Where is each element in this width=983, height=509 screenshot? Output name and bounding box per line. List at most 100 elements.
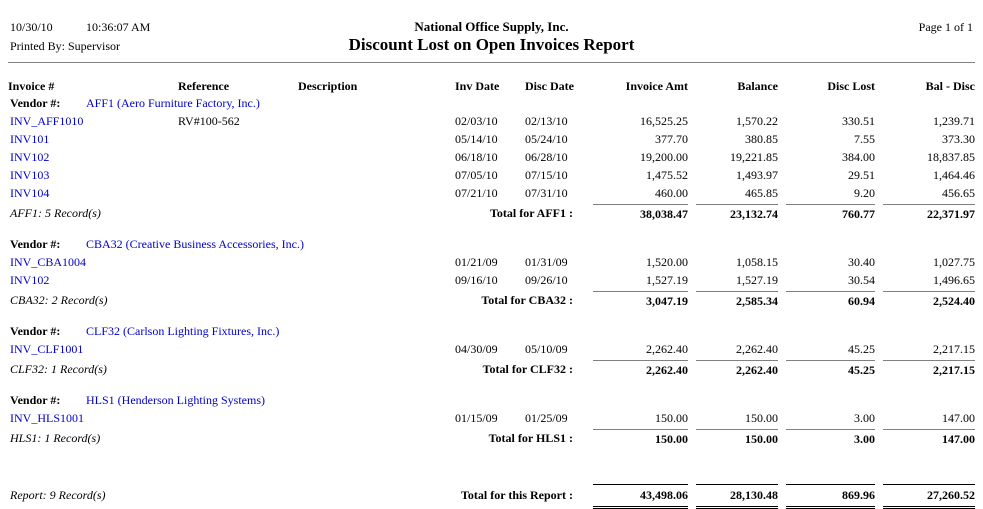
cell-bal-disc: 1,496.65	[933, 273, 975, 287]
cell-disc-date: 05/10/09	[525, 342, 568, 356]
cell-description	[298, 184, 455, 202]
cell-description	[298, 148, 455, 166]
vendor-subtotal-row: CBA32: 2 Record(s) Total for CBA32 : 3,0…	[0, 291, 983, 312]
report-total-bal-disc: 27,260.52	[883, 484, 975, 509]
cell-disc-date: 05/24/10	[525, 132, 568, 146]
vendor-record-count: CBA32: 2 Record(s)	[10, 293, 108, 307]
invoice-row: INV102 06/18/10 06/28/10 19,200.00 19,22…	[0, 148, 983, 166]
vendor-record-count: AFF1: 5 Record(s)	[10, 206, 101, 220]
cell-invoice-amt: 1,520.00	[646, 255, 688, 269]
vendor-record-count: CLF32: 1 Record(s)	[10, 362, 107, 376]
invoice-number-link[interactable]: INV_HLS1001	[10, 411, 84, 425]
cell-reference	[178, 184, 298, 202]
vendor-total-invoice-amt: 38,038.47	[593, 204, 688, 225]
header-rule	[8, 62, 975, 63]
cell-disc-lost: 330.51	[842, 114, 875, 128]
vendor-name-link[interactable]: HLS1 (Henderson Lighting Systems)	[86, 393, 265, 407]
cell-reference	[178, 409, 298, 427]
cell-invoice-amt: 460.00	[655, 186, 688, 200]
cell-balance: 1,493.97	[736, 168, 778, 182]
column-header-invoice: Invoice #	[8, 79, 55, 94]
page-number: Page 1 of 1	[918, 20, 973, 34]
cell-reference	[178, 253, 298, 271]
group-rows: INV_HLS1001 01/15/09 01/25/09 150.00 150…	[0, 409, 983, 427]
cell-description	[298, 130, 455, 148]
invoice-number-link[interactable]: INV102	[10, 273, 50, 287]
cell-bal-disc: 147.00	[942, 411, 975, 425]
cell-inv-date: 09/16/10	[455, 273, 498, 287]
cell-disc-date: 09/26/10	[525, 273, 568, 287]
cell-disc-lost: 9.20	[854, 186, 875, 200]
cell-bal-disc: 456.65	[942, 186, 975, 200]
cell-description	[298, 340, 455, 358]
cell-inv-date: 07/05/10	[455, 168, 498, 182]
vendor-total-balance: 2,262.40	[696, 360, 778, 381]
column-header-invoice-amt: Invoice Amt	[625, 79, 688, 94]
vendor-total-bal-disc: 2,217.15	[883, 360, 975, 381]
group-rows: INV_AFF1010 RV#100-562 02/03/10 02/13/10…	[0, 112, 983, 202]
invoice-number-link[interactable]: INV102	[10, 150, 50, 164]
vendor-total-disc-lost: 760.77	[786, 204, 875, 225]
cell-disc-date: 01/25/09	[525, 411, 568, 425]
vendor-groups: Vendor #: AFF1 (Aero Furniture Factory, I…	[0, 94, 983, 450]
vendor-name-link[interactable]: CLF32 (Carlson Lighting Fixtures, Inc.)	[86, 324, 280, 338]
vendor-group: Vendor #: HLS1 (Henderson Lighting System…	[0, 391, 983, 450]
cell-balance: 2,262.40	[736, 342, 778, 356]
invoice-number-link[interactable]: INV_CLF1001	[10, 342, 84, 356]
invoice-number-link[interactable]: INV101	[10, 132, 50, 146]
cell-bal-disc: 1,027.75	[933, 255, 975, 269]
column-header-row: Invoice # Reference Description Inv Date…	[0, 72, 983, 94]
cell-bal-disc: 2,217.15	[933, 342, 975, 356]
vendor-group: Vendor #: AFF1 (Aero Furniture Factory, I…	[0, 94, 983, 225]
vendor-total-invoice-amt: 3,047.19	[593, 291, 688, 312]
column-header-description: Description	[298, 79, 358, 94]
cell-disc-lost: 30.54	[848, 273, 875, 287]
invoice-row: INV103 07/05/10 07/15/10 1,475.52 1,493.…	[0, 166, 983, 184]
cell-invoice-amt: 19,200.00	[640, 150, 688, 164]
cell-inv-date: 01/15/09	[455, 411, 498, 425]
invoice-number-link[interactable]: INV104	[10, 186, 50, 200]
invoice-number-link[interactable]: INV_CBA1004	[10, 255, 87, 269]
cell-bal-disc: 373.30	[942, 132, 975, 146]
cell-invoice-amt: 1,475.52	[646, 168, 688, 182]
report-title: Discount Lost on Open Invoices Report	[348, 35, 635, 54]
vendor-name-link[interactable]: AFF1 (Aero Furniture Factory, Inc.)	[86, 96, 260, 110]
vendor-number-label: Vendor #:	[10, 393, 61, 407]
cell-description	[298, 253, 455, 271]
invoice-number-link[interactable]: INV103	[10, 168, 50, 182]
invoice-row: INV_HLS1001 01/15/09 01/25/09 150.00 150…	[0, 409, 983, 427]
cell-inv-date: 01/21/09	[455, 255, 498, 269]
cell-disc-date: 06/28/10	[525, 150, 568, 164]
vendor-name-link[interactable]: CBA32 (Creative Business Accessories, In…	[86, 237, 304, 251]
vendor-row: Vendor #: CBA32 (Creative Business Access…	[0, 235, 983, 253]
cell-reference	[178, 130, 298, 148]
cell-bal-disc: 1,239.71	[933, 114, 975, 128]
cell-reference	[178, 340, 298, 358]
cell-disc-lost: 29.51	[848, 168, 875, 182]
cell-disc-lost: 7.55	[854, 132, 875, 146]
vendor-total-balance: 150.00	[696, 429, 778, 450]
column-header-disc-lost: Disc Lost	[827, 79, 875, 94]
column-header-bal-disc: Bal - Disc	[925, 79, 975, 94]
cell-reference	[178, 271, 298, 289]
vendor-subtotal-row: AFF1: 5 Record(s) Total for AFF1 : 38,03…	[0, 204, 983, 225]
cell-disc-date: 01/31/09	[525, 255, 568, 269]
vendor-total-label: Total for CLF32 :	[482, 362, 573, 376]
cell-disc-lost: 45.25	[848, 342, 875, 356]
invoice-row: INV104 07/21/10 07/31/10 460.00 465.85 9…	[0, 184, 983, 202]
vendor-subtotal-row: HLS1: 1 Record(s) Total for HLS1 : 150.0…	[0, 429, 983, 450]
vendor-group: Vendor #: CLF32 (Carlson Lighting Fixture…	[0, 322, 983, 381]
invoice-number-link[interactable]: INV_AFF1010	[10, 114, 84, 128]
vendor-row: Vendor #: AFF1 (Aero Furniture Factory, I…	[0, 94, 983, 112]
cell-balance: 150.00	[745, 411, 778, 425]
vendor-total-bal-disc: 147.00	[883, 429, 975, 450]
cell-disc-lost: 384.00	[842, 150, 875, 164]
vendor-total-bal-disc: 22,371.97	[883, 204, 975, 225]
cell-description	[298, 409, 455, 427]
report-total-invoice-amt: 43,498.06	[593, 484, 688, 509]
invoice-row: INV_CBA1004 01/21/09 01/31/09 1,520.00 1…	[0, 253, 983, 271]
vendor-subtotal-row: CLF32: 1 Record(s) Total for CLF32 : 2,2…	[0, 360, 983, 381]
cell-balance: 1,058.15	[736, 255, 778, 269]
cell-inv-date: 05/14/10	[455, 132, 498, 146]
